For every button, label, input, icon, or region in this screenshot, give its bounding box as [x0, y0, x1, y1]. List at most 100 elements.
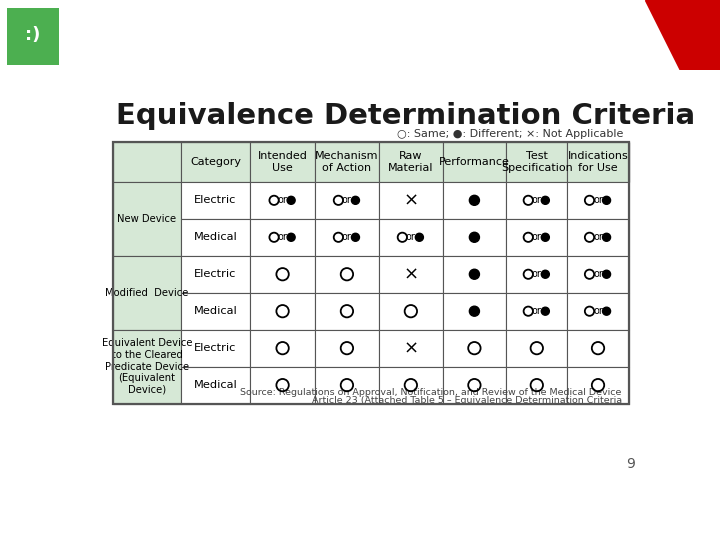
Bar [113, 256, 181, 330]
Bar [315, 293, 379, 330]
Bar [567, 256, 629, 293]
Bar [443, 219, 506, 256]
Circle shape [469, 232, 480, 242]
Text: or: or [406, 232, 415, 242]
Text: :): :) [25, 26, 41, 44]
Bar [567, 293, 629, 330]
Bar [251, 182, 315, 219]
Text: Equivalent Device
to the Cleared
Predicate Device
(Equivalent
Device): Equivalent Device to the Cleared Predica… [102, 339, 192, 395]
Circle shape [541, 233, 549, 241]
Bar [567, 367, 629, 403]
Bar [379, 256, 443, 293]
Bar [443, 142, 506, 182]
Text: ×: × [403, 191, 418, 210]
Bar [113, 142, 629, 182]
Bar [315, 142, 379, 182]
Text: or: or [278, 195, 287, 205]
Bar [567, 182, 629, 219]
Bar [506, 142, 567, 182]
Text: or: or [532, 232, 541, 242]
Bar [379, 293, 443, 330]
Bar [506, 256, 567, 293]
Bar [379, 367, 443, 403]
Text: Medical: Medical [194, 306, 238, 316]
Text: Modified  Device: Modified Device [105, 288, 189, 298]
Bar [251, 330, 315, 367]
Bar [567, 330, 629, 367]
Circle shape [603, 270, 611, 278]
Circle shape [415, 233, 423, 241]
Bar [315, 367, 379, 403]
Bar [379, 142, 443, 182]
FancyBboxPatch shape [4, 5, 62, 68]
Circle shape [351, 233, 359, 241]
Text: Mechanism
of Action: Mechanism of Action [315, 151, 379, 173]
Text: Equivalence Determination Criteria: Equivalence Determination Criteria [116, 102, 695, 130]
Bar [443, 330, 506, 367]
Text: or: or [593, 232, 603, 242]
Text: Performance: Performance [439, 157, 510, 167]
Polygon shape [645, 0, 720, 70]
Text: Medical: Medical [194, 232, 238, 242]
Bar [379, 330, 443, 367]
Bar [315, 219, 379, 256]
Circle shape [287, 197, 295, 204]
Bar [506, 219, 567, 256]
Bar [181, 330, 251, 367]
Bar [443, 182, 506, 219]
Bar [506, 182, 567, 219]
Bar [315, 330, 379, 367]
Circle shape [287, 233, 295, 241]
Bar [506, 367, 567, 403]
Bar [567, 219, 629, 256]
Bar [181, 142, 251, 182]
Circle shape [603, 307, 611, 315]
Bar [181, 219, 251, 256]
Bar [181, 182, 251, 219]
Bar [251, 219, 315, 256]
Text: Source: Regulations on Approval, Notification, and Review of the Medical Device: Source: Regulations on Approval, Notific… [240, 388, 621, 397]
Text: Electric: Electric [194, 269, 237, 279]
Bar [113, 142, 629, 403]
Text: ×: × [403, 339, 418, 357]
Bar [443, 256, 506, 293]
Bar [181, 256, 251, 293]
Text: or: or [278, 232, 287, 242]
Bar [315, 182, 379, 219]
Bar [379, 219, 443, 256]
Bar [181, 367, 251, 403]
Text: or: or [342, 195, 352, 205]
Text: ×: × [403, 265, 418, 284]
Bar [113, 142, 181, 182]
Text: New Device: New Device [117, 214, 176, 224]
Bar [113, 330, 181, 403]
Text: or: or [593, 269, 603, 279]
Text: Electric: Electric [194, 195, 237, 205]
Text: Article 23 (Attached Table 5 – Equivalence Determination Criteria: Article 23 (Attached Table 5 – Equivalen… [312, 396, 621, 405]
Circle shape [469, 195, 480, 205]
Bar [506, 330, 567, 367]
Text: or: or [532, 306, 541, 316]
Circle shape [469, 306, 480, 316]
Bar [443, 367, 506, 403]
Text: or: or [342, 232, 352, 242]
Text: Electric: Electric [194, 343, 237, 353]
Bar [443, 293, 506, 330]
Text: Intended
Use: Intended Use [258, 151, 307, 173]
Bar [251, 293, 315, 330]
Text: Raw
Material: Raw Material [388, 151, 433, 173]
Circle shape [541, 197, 549, 204]
Text: 9: 9 [626, 457, 635, 471]
Bar [379, 182, 443, 219]
Circle shape [469, 269, 480, 279]
Text: or: or [593, 195, 603, 205]
Bar [181, 293, 251, 330]
Text: ○: Same; ●: Different; ×: Not Applicable: ○: Same; ●: Different; ×: Not Applicable [397, 130, 624, 139]
Text: Category: Category [190, 157, 241, 167]
Bar [315, 256, 379, 293]
Bar [567, 142, 629, 182]
Circle shape [541, 307, 549, 315]
Text: Indications
for Use: Indications for Use [567, 151, 629, 173]
Bar [506, 293, 567, 330]
Circle shape [351, 197, 359, 204]
